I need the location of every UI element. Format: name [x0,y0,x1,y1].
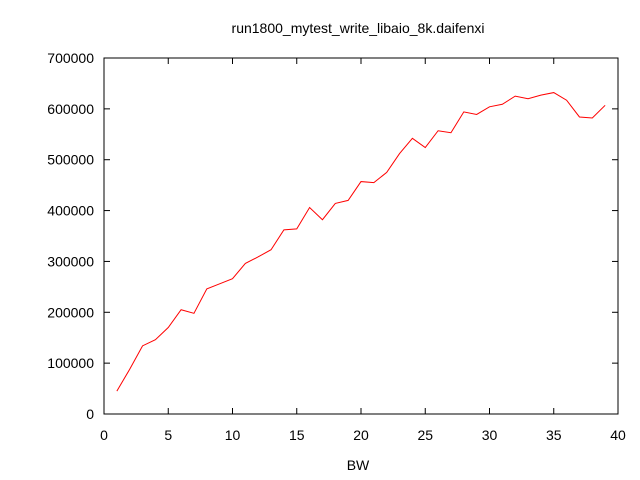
y-tick-label: 600000 [47,101,94,117]
y-tick-label: 400000 [47,203,94,219]
chart-title: run1800_mytest_write_libaio_8k.daifenxi [232,20,485,36]
x-tick-label: 20 [353,427,369,443]
x-tick-label: 5 [164,427,172,443]
y-tick-label: 500000 [47,152,94,168]
x-tick-label: 0 [100,427,108,443]
x-tick-label: 30 [482,427,498,443]
x-tick-label: 10 [225,427,241,443]
y-axis: 0 100000 200000 300000 400000 500000 600000 700… [47,50,618,422]
x-tick-label: 15 [289,427,305,443]
y-tick-label: 300000 [47,253,94,269]
series-line [116,92,606,392]
y-tick-label: 100000 [47,355,94,371]
x-axis-label: BW [347,457,370,473]
y-tick-label: 0 [86,406,94,422]
y-tick-label: 200000 [47,304,94,320]
x-axis: 0 5 10 15 20 25 30 35 40 [100,58,626,443]
plot-frame [103,57,619,415]
y-tick-label: 700000 [47,50,94,66]
x-tick-label: 35 [546,427,562,443]
x-tick-label: 25 [417,427,433,443]
x-tick-label: 40 [610,427,626,443]
